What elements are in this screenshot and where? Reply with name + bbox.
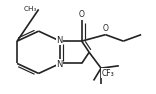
Text: N: N: [56, 60, 63, 69]
Text: CH₃: CH₃: [24, 6, 37, 12]
Text: O: O: [103, 24, 109, 33]
Text: CF₃: CF₃: [102, 69, 115, 78]
Text: N: N: [56, 36, 63, 45]
Text: O: O: [79, 10, 85, 19]
